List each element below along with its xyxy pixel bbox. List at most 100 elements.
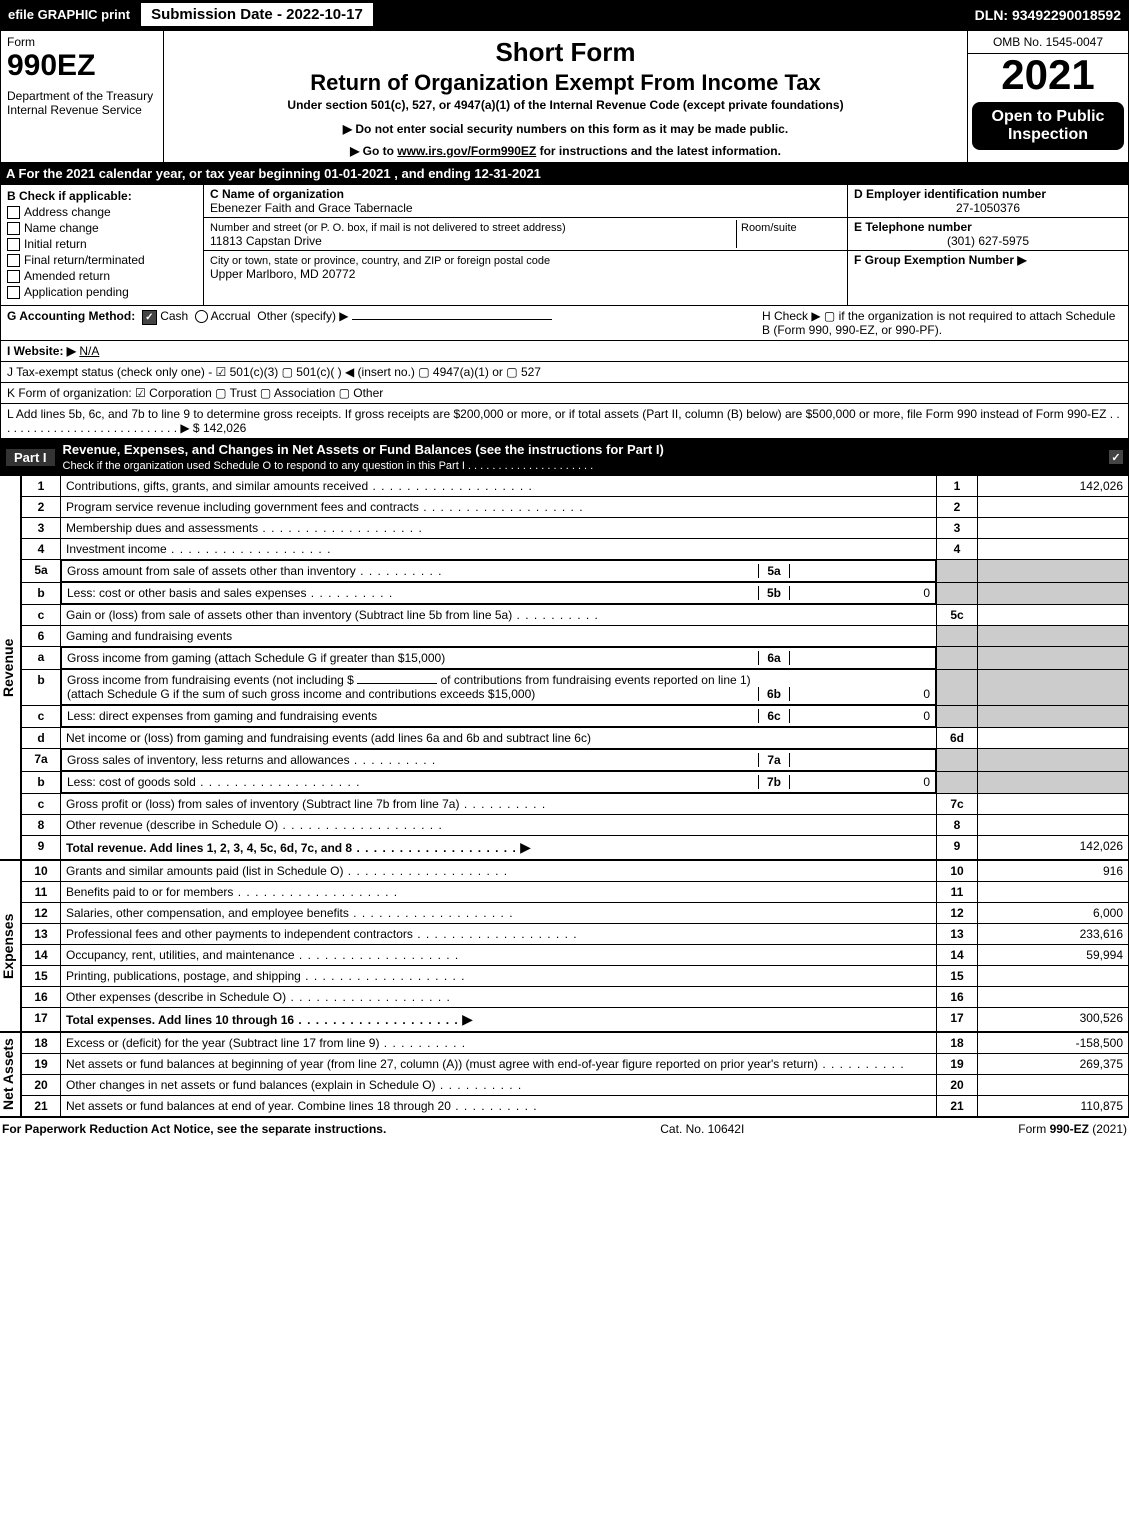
phone-label: E Telephone number (854, 220, 972, 234)
line-4-no: 4 (22, 539, 61, 560)
line-13-desc: Professional fees and other payments to … (66, 927, 578, 941)
part-i-checkbox-checked[interactable]: ✓ (1109, 450, 1123, 464)
line-3-no: 3 (22, 518, 61, 539)
cb-accrual[interactable] (195, 310, 208, 323)
form-code: 990EZ (7, 49, 157, 83)
line-3: 3Membership dues and assessments3 (22, 518, 1129, 539)
line-6a-mval (790, 651, 930, 665)
line-7c: cGross profit or (loss) from sales of in… (22, 794, 1129, 815)
line-12-desc: Salaries, other compensation, and employ… (66, 906, 514, 920)
line-6a-mid: 6a (758, 651, 790, 665)
line-12: 12 Salaries, other compensation, and empl… (22, 903, 1129, 924)
line-6a: a Gross income from gaming (attach Schedu… (22, 647, 1129, 670)
line-2-no: 2 (22, 497, 61, 518)
line-11-rno: 11 (937, 882, 978, 903)
line-1: 1Contributions, gifts, grants, and simil… (22, 476, 1129, 497)
room-label: Room/suite (741, 222, 797, 234)
line-15-desc: Printing, publications, postage, and shi… (66, 969, 466, 983)
tax-year: 2021 (968, 54, 1128, 96)
line-2: 2Program service revenue including gover… (22, 497, 1129, 518)
irs-link[interactable]: www.irs.gov/Form990EZ (397, 144, 536, 158)
line-9-desc: Total revenue. Add lines 1, 2, 3, 4, 5c,… (66, 841, 517, 855)
line-17-desc: Total expenses. Add lines 10 through 16 (66, 1013, 459, 1027)
line-8-rval (978, 815, 1129, 836)
line-g-label: G Accounting Method: (7, 309, 135, 323)
line-5a-desc: Gross amount from sale of assets other t… (67, 564, 758, 578)
line-l-text: L Add lines 5b, 6c, and 7b to line 9 to … (7, 407, 1120, 435)
line-3-rno: 3 (937, 518, 978, 539)
box-b-label: B Check if applicable: (7, 189, 197, 203)
revenue-section: Revenue 1Contributions, gifts, grants, a… (0, 475, 1129, 860)
line-a: A For the 2021 calendar year, or tax yea… (0, 163, 1129, 184)
line-20-desc: Other changes in net assets or fund bala… (66, 1078, 522, 1092)
line-6b-desc1: Gross income from fundraising events (no… (67, 673, 354, 687)
line-6b: bGross income from fundraising events (n… (22, 669, 1129, 705)
footer-right-pre: Form (1018, 1122, 1049, 1136)
line-4: 4Investment income4 (22, 539, 1129, 560)
line-2-rval (978, 497, 1129, 518)
submission-date: Submission Date - 2022-10-17 (138, 0, 376, 29)
line-14-no: 14 (22, 945, 61, 966)
line-1-rval: 142,026 (978, 476, 1129, 497)
line-15-no: 15 (22, 966, 61, 987)
cb-initial-return[interactable] (7, 238, 20, 251)
line-11: 11 Benefits paid to or for members 11 (22, 882, 1129, 903)
cb-final-return[interactable] (7, 254, 20, 267)
line-10-rval: 916 (978, 861, 1129, 882)
identity-grid: B Check if applicable: Address change Na… (0, 184, 1129, 306)
website-value: N/A (79, 344, 99, 358)
cb-final-return-label: Final return/terminated (24, 253, 145, 267)
cb-cash-checked[interactable]: ✓ (142, 310, 157, 325)
other-specify-input[interactable] (352, 319, 552, 320)
line-18-rno: 18 (937, 1033, 978, 1054)
line-19: 19Net assets or fund balances at beginni… (22, 1054, 1129, 1075)
line-6b-mval: 0 (790, 687, 930, 701)
line-6d-rno: 6d (937, 728, 978, 749)
line-18-no: 18 (22, 1033, 61, 1054)
cb-application-pending-label: Application pending (24, 285, 129, 299)
box-c-label: C Name of organization (210, 187, 344, 201)
line-10: 10Grants and similar amounts paid (list … (22, 861, 1129, 882)
part-i-header: Part I Revenue, Expenses, and Changes in… (0, 439, 1129, 475)
cb-amended-return-label: Amended return (24, 269, 110, 283)
cb-address-change[interactable] (7, 206, 20, 219)
line-7b-no: b (22, 771, 61, 794)
ein-label: D Employer identification number (854, 187, 1046, 201)
line-6a-no: a (22, 647, 61, 670)
line-18-rval: -158,500 (978, 1033, 1129, 1054)
line-8-no: 8 (22, 815, 61, 836)
line-6d-no: d (22, 728, 61, 749)
efile-print-link[interactable]: efile GRAPHIC print (0, 3, 138, 26)
line-11-no: 11 (22, 882, 61, 903)
line-5b: bLess: cost or other basis and sales exp… (22, 582, 1129, 605)
line-11-rval (978, 882, 1129, 903)
org-name: Ebenezer Faith and Grace Tabernacle (210, 201, 413, 215)
form-word: Form (7, 35, 157, 49)
line-k: K Form of organization: ☑ Corporation ▢ … (7, 386, 1122, 400)
cb-name-change[interactable] (7, 222, 20, 235)
group-exemption-label: F Group Exemption Number ▶ (854, 253, 1027, 267)
line-6b-blank[interactable] (357, 683, 437, 684)
line-17-rval: 300,526 (978, 1008, 1129, 1032)
line-1-desc: Contributions, gifts, grants, and simila… (66, 479, 533, 493)
line-21: 21Net assets or fund balances at end of … (22, 1096, 1129, 1117)
page-footer: For Paperwork Reduction Act Notice, see … (0, 1117, 1129, 1140)
line-6c-desc: Less: direct expenses from gaming and fu… (67, 709, 758, 723)
line-14-desc: Occupancy, rent, utilities, and maintena… (66, 948, 459, 962)
line-3-rval (978, 518, 1129, 539)
cb-application-pending[interactable] (7, 286, 20, 299)
line-7b-mid: 7b (758, 775, 790, 789)
line-5a: 5aGross amount from sale of assets other… (22, 560, 1129, 583)
line-12-no: 12 (22, 903, 61, 924)
line-11-desc: Benefits paid to or for members (66, 885, 398, 899)
line-6a-desc: Gross income from gaming (attach Schedul… (67, 651, 758, 665)
line-9-rval: 142,026 (978, 836, 1129, 860)
open-public-inspection: Open to Public Inspection (972, 102, 1124, 150)
revenue-side-label: Revenue (0, 475, 21, 860)
net-assets-section: Net Assets 18Excess or (deficit) for the… (0, 1032, 1129, 1117)
cb-amended-return[interactable] (7, 270, 20, 283)
top-bar: efile GRAPHIC print Submission Date - 20… (0, 0, 1129, 29)
line-7c-rno: 7c (937, 794, 978, 815)
line-8: 8Other revenue (describe in Schedule O)8 (22, 815, 1129, 836)
phone: (301) 627-5975 (854, 234, 1122, 248)
